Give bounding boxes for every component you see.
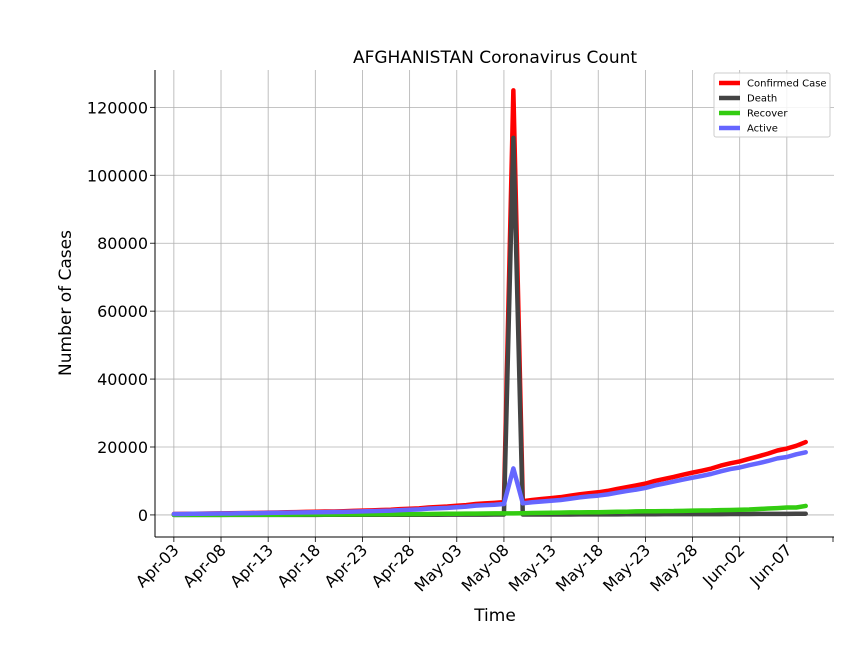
legend: Confirmed Case Death Recover Active <box>713 72 831 138</box>
legend-entry-label: Active <box>747 124 778 135</box>
y-tick-label: 100000 <box>87 166 148 185</box>
plot-area <box>171 88 808 518</box>
series-line-death <box>171 135 808 518</box>
y-axis-label: Number of Cases <box>56 230 76 376</box>
series-line-confirmed-case <box>171 88 808 517</box>
x-tick-label: May-13 <box>505 540 560 595</box>
legend-box <box>713 72 831 138</box>
x-tick-label: May-08 <box>458 540 513 595</box>
x-tick-label: May-03 <box>410 540 465 595</box>
grid <box>155 70 834 537</box>
y-tick-label: 120000 <box>87 98 148 117</box>
x-tick-label: May-18 <box>552 540 607 595</box>
y-tick-label: 40000 <box>97 370 148 389</box>
x-tick-label: May-23 <box>599 540 654 595</box>
legend-entry-label: Confirmed Case <box>747 79 827 90</box>
x-tick-label: Apr-03 <box>132 540 183 591</box>
y-tick-label: 80000 <box>97 234 148 253</box>
x-tick-label: Jun-02 <box>698 540 748 590</box>
y-tick-label: 60000 <box>97 302 148 321</box>
y-tick-label: 20000 <box>97 438 148 457</box>
x-tick-label: Apr-08 <box>179 540 230 591</box>
legend-entry-label: Death <box>747 94 777 105</box>
x-tick-label: Jun-07 <box>745 540 795 590</box>
x-axis-label: Time <box>473 606 516 626</box>
x-tick-label: Apr-18 <box>273 540 324 591</box>
x-tick-label: Apr-13 <box>226 540 277 591</box>
y-tick-label: 0 <box>138 506 148 525</box>
x-tick-label: Apr-23 <box>321 540 372 591</box>
x-tick-label: May-28 <box>646 540 701 595</box>
chart-title: AFGHANISTAN Coronavirus Count <box>353 48 637 68</box>
series-line-active <box>171 450 808 517</box>
legend-entry-label: Recover <box>747 109 788 120</box>
